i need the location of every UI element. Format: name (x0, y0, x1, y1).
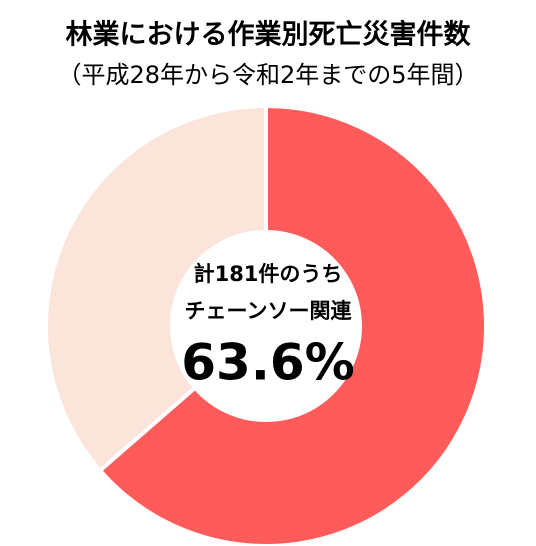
chart-subtitle: （平成28年から令和2年までの5年間） (57, 61, 478, 89)
value-label: 63.6% (181, 334, 354, 392)
donut (44, 103, 488, 546)
center-text: チェーンソー関連 (185, 299, 353, 323)
donut-segment (97, 103, 488, 546)
chart-title: 林業における作業別死亡災害件数 (66, 19, 472, 51)
center-text: 計181件のうち (194, 262, 343, 286)
donut-segment (44, 103, 268, 474)
